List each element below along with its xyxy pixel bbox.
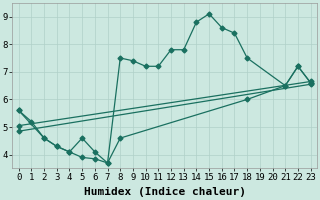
X-axis label: Humidex (Indice chaleur): Humidex (Indice chaleur) [84,187,246,197]
